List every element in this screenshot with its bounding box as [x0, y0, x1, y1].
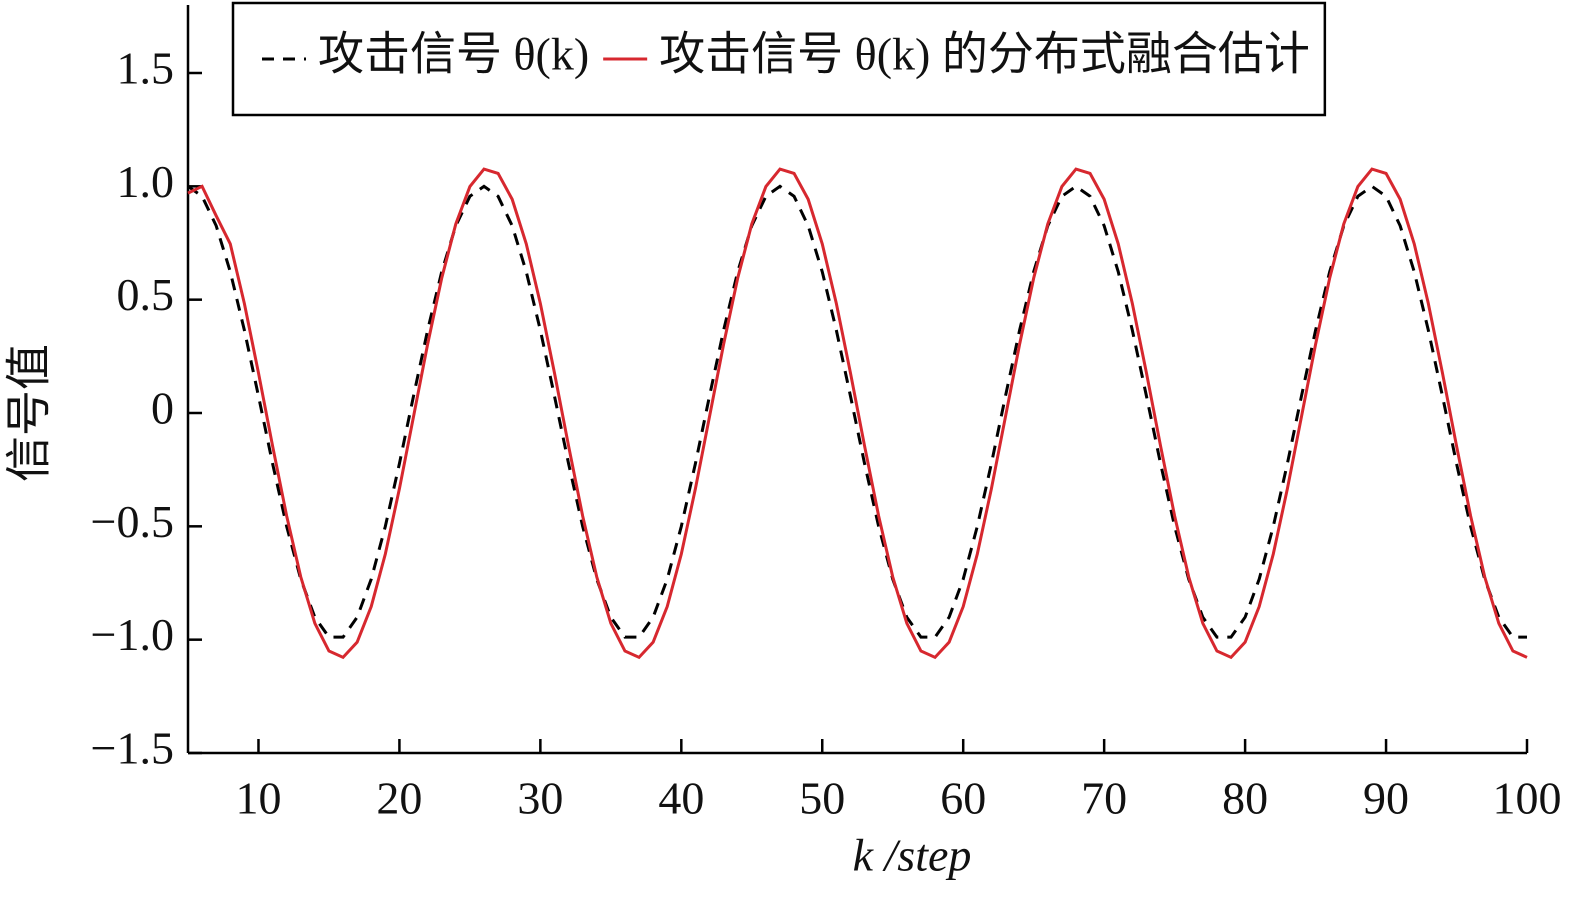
y-tick-label: −0.5 — [91, 496, 174, 547]
y-tick-label: 0 — [151, 383, 174, 434]
legend-label: 攻击信号 θ(k) — [318, 29, 589, 80]
y-axis-label: 信号值 — [4, 344, 55, 482]
x-tick-label: 100 — [1493, 773, 1562, 824]
x-tick-label: 80 — [1222, 773, 1268, 824]
legend: 攻击信号 θ(k) 攻击信号 θ(k) 的分布式融合估计 — [231, 1, 1327, 117]
legend-label: 攻击信号 θ(k) 的分布式融合估计 — [659, 29, 1310, 80]
y-tick-label: 1.5 — [117, 43, 175, 94]
x-tick-label: 10 — [235, 773, 281, 824]
x-tick-label: 70 — [1081, 773, 1127, 824]
y-tick-label: 0.5 — [117, 269, 175, 320]
x-tick-label: 40 — [658, 773, 704, 824]
x-tick-label: 60 — [940, 773, 986, 824]
y-tick-label: −1.0 — [91, 609, 174, 660]
legend-box — [231, 1, 1327, 117]
y-tick-label: −1.5 — [91, 723, 174, 774]
x-tick-label: 50 — [799, 773, 845, 824]
x-tick-label: 20 — [376, 773, 422, 824]
x-axis-label: k /step — [853, 830, 972, 881]
x-tick-label: 90 — [1363, 773, 1409, 824]
series-line — [187, 167, 1528, 660]
y-tick-label: 1.0 — [117, 156, 175, 207]
x-tick-label: 30 — [517, 773, 563, 824]
